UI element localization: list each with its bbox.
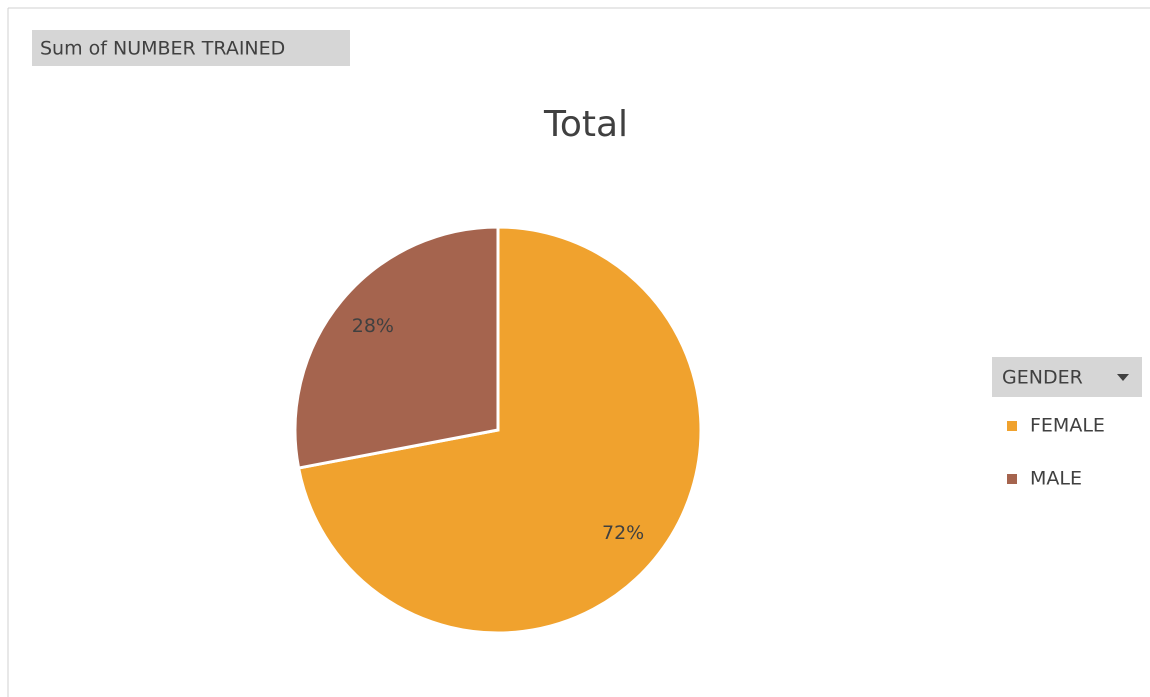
pie-slice (296, 225, 703, 635)
dropdown-arrow[interactable] (1117, 374, 1129, 381)
data-label: 72% (602, 522, 644, 544)
value-field-button[interactable] (32, 30, 350, 66)
legend-field-button[interactable] (992, 357, 1142, 397)
legend-title: GENDER (1002, 367, 1083, 389)
chart-title: Total (543, 104, 628, 145)
data-label: 28% (352, 315, 394, 337)
legend-label: MALE (1030, 468, 1082, 490)
legend-swatch (1007, 421, 1017, 431)
value-field-label: Sum of NUMBER TRAINED (40, 38, 285, 60)
legend-label: FEMALE (1030, 415, 1105, 437)
pie-slice (293, 225, 500, 470)
legend-swatch (1007, 474, 1017, 484)
